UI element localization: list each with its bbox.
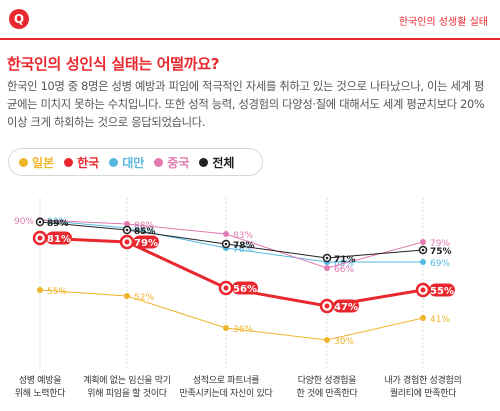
header-divider xyxy=(0,38,500,40)
value-label-4-1: 85% xyxy=(134,227,156,237)
legend-item-2: 대만 xyxy=(109,154,144,171)
legend-item-1: 한국 xyxy=(64,154,99,171)
legend-item-0: 일본 xyxy=(19,154,54,171)
value-label-0-4: 41% xyxy=(430,315,450,325)
value-label-3-4: 79% xyxy=(430,239,450,249)
value-label-3-1: 88% xyxy=(134,221,154,231)
value-label-1-1: 79% xyxy=(134,238,158,249)
point-0-2 xyxy=(223,325,229,331)
legend-dot-3 xyxy=(154,157,164,167)
headline: 한국인의 성인식 실태는 어떨까요? xyxy=(7,55,220,73)
legend-label-2: 대만 xyxy=(122,155,145,170)
point-core-1-0 xyxy=(37,235,43,241)
point-3-2 xyxy=(223,231,229,237)
q-logo-icon: Q xyxy=(9,9,29,29)
value-label-0-2: 36% xyxy=(233,325,253,335)
legend-label-3: 중국 xyxy=(167,155,190,170)
legend-label-4: 전체 xyxy=(212,155,235,170)
value-badge-1-2 xyxy=(232,281,258,295)
value-badge-1-4 xyxy=(429,283,455,297)
value-label-4-2: 78% xyxy=(233,241,255,251)
legend-item-3: 중국 xyxy=(154,154,189,171)
value-label-2-0: 90% xyxy=(47,217,67,227)
point-core-4-3 xyxy=(325,256,329,260)
value-label-1-4: 55% xyxy=(430,286,454,297)
point-core-1-3 xyxy=(324,303,330,309)
legend-dot-0 xyxy=(19,157,28,167)
point-0-4 xyxy=(420,315,426,321)
value-label-2-1: 86% xyxy=(134,225,154,235)
legend-item-4: 전체 xyxy=(199,154,234,171)
value-label-3-3: 66% xyxy=(334,265,354,275)
value-label-2-4: 69% xyxy=(430,259,450,269)
value-badge-1-3 xyxy=(333,299,359,313)
line-chart: 55% 52% 36% 30% 41% 90% 86% 76% 69% 69% 90% 88% 83% 6… xyxy=(14,198,455,370)
category-label-4: 내가 경험한 성경험의 퀄리티에 만족한다 xyxy=(384,376,462,399)
point-core-4-4 xyxy=(421,248,425,252)
value-label-1-0: 81% xyxy=(47,234,71,245)
point-2-4 xyxy=(420,259,426,265)
value-label-1-2: 56% xyxy=(233,284,257,295)
point-core-1-4 xyxy=(420,287,426,293)
point-core-4-1 xyxy=(125,228,129,232)
point-core-1-2 xyxy=(223,285,229,291)
value-badge-1-0 xyxy=(46,231,72,245)
header: Q 한국인의 성생활 실태 xyxy=(0,0,500,45)
series-line-0 xyxy=(39,289,424,341)
value-label-2-2: 76% xyxy=(233,245,253,255)
category-label-3: 다양한 성경험을 한 것에 만족한다 xyxy=(296,376,358,399)
legend-dot-4 xyxy=(199,157,209,167)
legend-label-1: 한국 xyxy=(77,155,100,170)
legend-dot-2 xyxy=(109,157,119,167)
value-label-4-0: 89% xyxy=(47,219,69,229)
value-label-4-3: 71% xyxy=(334,255,356,265)
category-label-2: 성적으로 파트너를 만족시키는데 자신이 있다 xyxy=(179,376,273,399)
point-3-1 xyxy=(124,221,130,227)
value-label-0-3: 30% xyxy=(334,337,354,347)
value-label-3-2: 83% xyxy=(233,231,253,241)
value-label-2-3: 69% xyxy=(334,259,354,269)
value-label-3-0: 90% xyxy=(14,217,34,227)
section-label: 한국인의 성생활 실태 xyxy=(398,17,488,28)
category-label-0: 성병 예방을 위해 노력한다 xyxy=(14,376,66,399)
category-label-1: 계획에 없는 임신을 막기 위해 피임을 할 것이다 xyxy=(83,376,171,399)
legend-label-0: 일본 xyxy=(32,155,55,170)
value-label-1-3: 47% xyxy=(334,302,358,313)
value-label-0-1: 52% xyxy=(134,293,154,303)
point-0-1 xyxy=(124,293,130,299)
legend-dot-1 xyxy=(64,157,74,167)
description: 한국인 10명 중 8명은 성병 예방과 피임에 적극적인 자세를 취하고 있는… xyxy=(7,80,485,129)
point-0-0 xyxy=(37,287,43,293)
point-3-4 xyxy=(420,239,426,245)
series-line-1 xyxy=(39,236,424,308)
value-label-4-4: 75% xyxy=(430,247,452,257)
point-core-1-1 xyxy=(124,239,130,245)
point-3-3 xyxy=(324,265,330,271)
point-core-4-2 xyxy=(224,242,228,246)
chart-legend: 일본 한국 대만 중국 전체 xyxy=(8,148,263,176)
value-badge-1-1 xyxy=(133,235,159,249)
point-0-3 xyxy=(324,337,330,343)
point-core-4-0 xyxy=(38,220,42,224)
value-label-0-0: 55% xyxy=(47,287,67,297)
